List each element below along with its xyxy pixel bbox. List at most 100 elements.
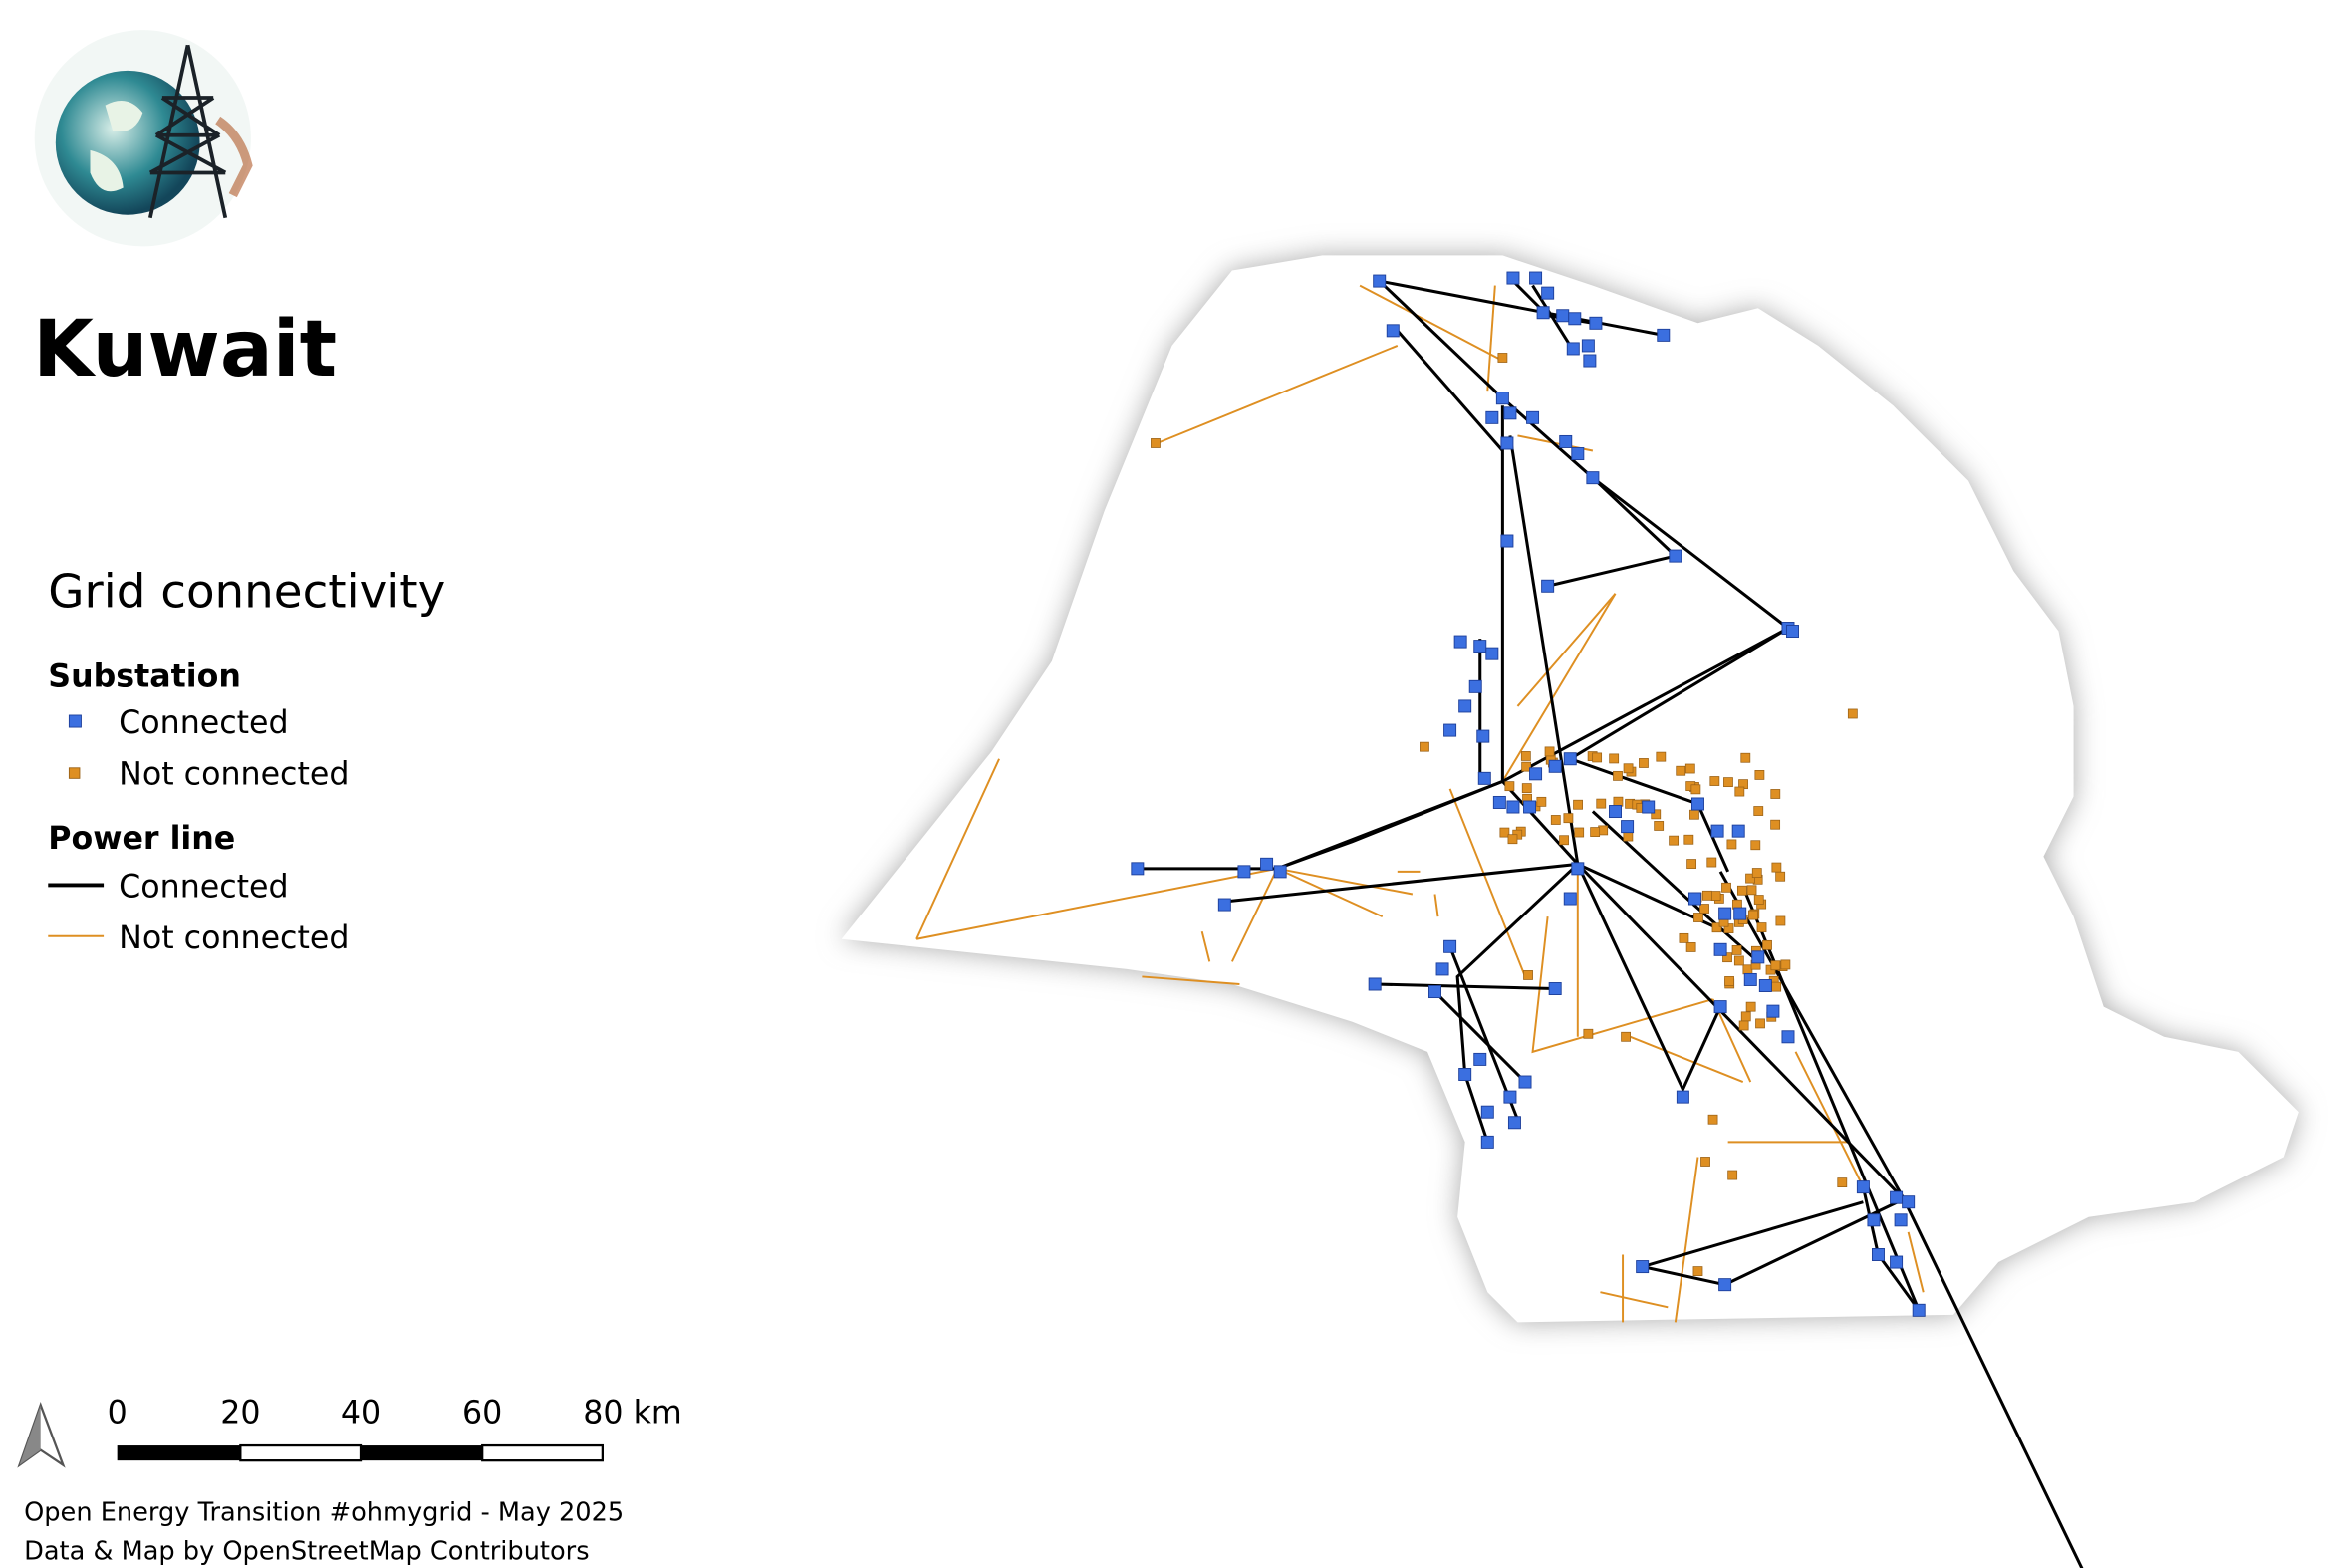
substation-not-connected [1521,761,1532,772]
substation-not-connected [1755,1018,1765,1029]
substation-connected [1453,635,1467,649]
logo-globe [55,70,200,215]
substation-not-connected [1711,922,1722,933]
substation-not-connected [1656,751,1667,762]
power-line-connected [1276,779,1503,871]
scale-bar [117,1443,604,1462]
power-line-connected [1531,284,1572,347]
scale-label: 20 [220,1395,260,1431]
substation-not-connected [1701,890,1712,901]
scale-label: 60 [462,1395,502,1431]
substation-not-connected [1592,752,1603,763]
north-arrow-shade [19,1405,41,1465]
substation-not-connected [1771,862,1782,873]
power-line-connected [1224,862,1578,904]
substation-not-connected [1762,939,1772,950]
power-line-not-connected [1600,1291,1669,1309]
substation-connected [1477,771,1491,785]
logo-land [90,100,143,192]
substation-connected [1566,342,1580,356]
substation-not-connected [1731,945,1742,955]
legend-group-title: Power line [48,821,235,857]
substation-connected [1485,410,1499,424]
substation-not-connected [1499,827,1510,838]
credit: Data & Map by OpenStreetMap Contributors [24,1537,589,1567]
substation-not-connected [1709,776,1720,786]
substation-not-connected [1420,741,1429,752]
substation-not-connected [1775,871,1786,882]
substation-connected [1781,1030,1795,1044]
substation-connected [1480,1135,1494,1149]
power-line-not-connected [1276,867,1414,896]
substation-not-connected [1536,796,1547,807]
substation-not-connected [1685,942,1696,952]
substation-connected [1687,892,1701,906]
substation-not-connected [1497,353,1508,363]
substation-not-connected [1751,868,1762,878]
power-line-not-connected [1142,975,1240,985]
substation-connected [1621,820,1635,834]
substation-connected [1890,1255,1904,1269]
power-line-connected [1455,863,1579,1143]
logo-accent [215,116,253,198]
power-line-not-connected [1907,1231,1925,1293]
country [841,255,2299,1323]
substation-connected [1428,985,1441,999]
power-line-not-connected [1531,916,1713,1054]
power-line-connected [1396,329,1504,452]
substation-not-connected [1679,932,1689,943]
substation-connected [1894,1213,1908,1227]
substation-connected [1581,339,1595,353]
substation-not-connected [1745,1001,1756,1012]
substation-not-connected [1740,752,1751,763]
substation-not-connected [1734,786,1745,797]
power-line-not-connected [915,867,1278,940]
power-line-not-connected [1157,345,1399,444]
power-line-connected [1378,279,1789,630]
substation-connected [1718,907,1732,920]
substation-connected [1731,824,1745,838]
substation-connected [1713,1000,1727,1014]
substation-not-connected [1609,753,1620,764]
substation-connected [1718,1278,1732,1292]
substation-connected [1273,865,1287,879]
substation-connected [1563,752,1577,766]
substation-connected [1571,862,1585,876]
legend-symbol [68,714,82,728]
substation-connected [1368,977,1382,991]
power-line-not-connected [1359,284,1503,362]
substation-connected [1386,324,1400,338]
substation-not-connected [1596,798,1607,809]
substation-connected [1751,950,1765,964]
substation-not-connected [1742,964,1753,975]
substation-connected [1476,729,1490,743]
substation-connected [1131,862,1145,876]
substation-not-connected [1847,708,1858,719]
substation-connected [1568,312,1582,326]
substation-not-connected [1723,777,1733,788]
substation-not-connected [1520,751,1531,761]
substation-not-connected [1699,904,1709,914]
substation-not-connected [1550,815,1561,825]
substation-connected [1529,767,1543,781]
substation-not-connected [1780,959,1791,970]
power-line-connected [1642,1200,1864,1269]
substation-not-connected [1740,1011,1751,1022]
substation-not-connected [1523,970,1533,980]
substation-not-connected [1690,784,1701,795]
substation-not-connected [1756,922,1767,932]
substation-not-connected [1544,746,1555,757]
substation-connected [1642,800,1656,814]
substation-connected [1676,1090,1689,1104]
substation-not-connected [1623,763,1634,774]
substation-connected [1733,907,1747,920]
scale-segment [117,1445,241,1461]
substation-not-connected [1590,827,1601,837]
substation-connected [1507,1116,1521,1130]
substation-not-connected [1151,438,1161,448]
substation-connected [1548,759,1562,773]
substation-not-connected [1746,885,1757,896]
substation-not-connected [1721,882,1731,893]
